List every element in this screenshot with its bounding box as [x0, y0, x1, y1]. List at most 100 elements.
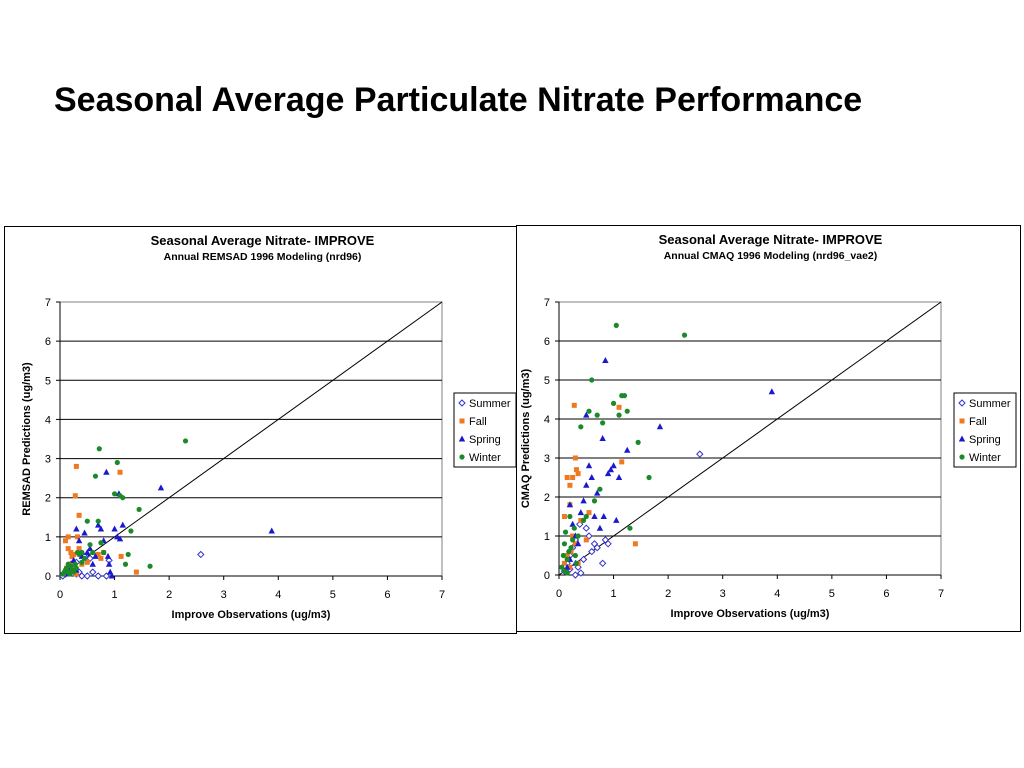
- data-point-fall: [575, 471, 581, 477]
- data-point-spring: [768, 388, 776, 395]
- series-winter: [559, 322, 688, 576]
- x-tick-label: 7: [439, 589, 445, 601]
- x-axis-label: Improve Observations (ug/m3): [172, 609, 331, 621]
- data-point-fall: [65, 546, 71, 552]
- chart-remsad-svg: Seasonal Average Nitrate- IMPROVE Annual …: [21, 233, 516, 621]
- data-point-spring: [580, 497, 587, 504]
- data-point-winter: [111, 491, 118, 497]
- series-spring: [64, 468, 275, 579]
- x-tick-label: 5: [829, 588, 835, 600]
- data-point-summer: [579, 555, 588, 564]
- data-point-winter: [96, 446, 102, 452]
- data-point-winter: [87, 542, 93, 548]
- data-point-winter: [570, 537, 576, 543]
- data-point-winter: [566, 549, 572, 555]
- data-point-winter: [613, 322, 619, 328]
- data-point-spring: [268, 527, 275, 534]
- x-tick-label: 2: [166, 589, 172, 601]
- data-point-winter: [594, 412, 600, 418]
- data-point-winter: [560, 552, 566, 559]
- data-point-winter: [72, 561, 78, 567]
- data-point-fall: [65, 534, 71, 540]
- legend-box: [953, 392, 1017, 468]
- x-tick-label: 4: [774, 588, 780, 600]
- data-point-spring: [157, 484, 165, 491]
- data-point-spring: [105, 560, 113, 567]
- data-point-summer: [582, 524, 590, 532]
- data-point-fall: [583, 537, 589, 543]
- data-point-winter: [597, 486, 603, 492]
- data-point-winter: [128, 528, 134, 534]
- data-point-spring: [563, 563, 571, 570]
- legend-label-summer: Summer: [969, 398, 1011, 410]
- data-point-winter: [572, 552, 578, 559]
- data-point-spring: [73, 525, 80, 532]
- data-point-spring: [600, 513, 607, 519]
- data-point-winter: [589, 377, 595, 383]
- data-point-winter: [564, 556, 570, 562]
- y-tick-label: 5: [544, 375, 550, 387]
- data-point-fall: [117, 469, 123, 475]
- data-point-fall: [62, 538, 68, 544]
- one-to-one-line: [558, 301, 942, 576]
- data-point-winter: [635, 439, 641, 445]
- x-tick-label: 3: [720, 588, 726, 600]
- data-point-winter: [583, 513, 589, 520]
- data-point-fall: [561, 514, 567, 519]
- data-point-spring: [583, 481, 590, 488]
- data-point-spring: [108, 572, 116, 579]
- x-tick-label: 5: [330, 589, 336, 601]
- data-point-winter: [610, 400, 617, 406]
- data-point-winter: [79, 559, 85, 565]
- data-point-winter: [681, 332, 688, 338]
- legend-label-spring: Spring: [969, 434, 1001, 446]
- data-point-spring: [70, 556, 77, 563]
- data-point-winter: [65, 561, 71, 567]
- data-point-winter: [564, 570, 570, 576]
- x-tick-label: 6: [384, 589, 390, 601]
- data-point-spring: [607, 466, 615, 473]
- x-tick-label: 1: [611, 588, 617, 600]
- data-point-spring: [569, 520, 576, 527]
- data-point-winter: [101, 549, 107, 556]
- data-point-winter: [182, 438, 189, 444]
- x-tick-label: 2: [665, 588, 671, 600]
- data-point-winter: [646, 474, 652, 481]
- data-point-fall: [73, 571, 79, 577]
- chart-cmaq-svg: Seasonal Average Nitrate- IMPROVE Annual …: [520, 232, 1017, 620]
- chart-title: Seasonal Average Nitrate- IMPROVE: [151, 233, 375, 248]
- data-point-fall: [632, 541, 638, 547]
- slide-title: Seasonal Average Particulate Nitrate Per…: [54, 81, 863, 119]
- chart-cmaq: Seasonal Average Nitrate- IMPROVE Annual …: [516, 225, 1021, 632]
- data-point-winter: [90, 549, 96, 556]
- x-tick-label: 6: [883, 588, 889, 600]
- legend-label-fall: Fall: [969, 416, 987, 428]
- data-point-winter: [71, 569, 77, 575]
- data-point-winter: [616, 412, 622, 418]
- y-tick-label: 0: [45, 571, 51, 583]
- data-point-spring: [566, 501, 574, 508]
- data-point-summer: [571, 571, 580, 579]
- data-point-winter: [79, 549, 85, 556]
- one-to-one-line: [59, 301, 443, 577]
- data-point-summer: [696, 450, 704, 458]
- data-point-winter: [586, 408, 592, 414]
- data-point-fall: [616, 404, 622, 410]
- data-point-spring: [596, 524, 604, 531]
- data-point-winter: [98, 540, 104, 546]
- chart-subtitle: Annual REMSAD 1996 Modeling (nrd96): [164, 251, 362, 263]
- data-point-winter: [73, 565, 79, 571]
- data-point-winter: [580, 517, 587, 523]
- legend-marker-summer: [958, 399, 966, 407]
- x-tick-label: 7: [938, 588, 944, 600]
- data-point-winter: [591, 498, 598, 504]
- data-point-spring: [583, 411, 590, 418]
- data-point-summer: [593, 543, 601, 552]
- y-tick-label: 4: [544, 414, 550, 426]
- x-tick-label: 0: [556, 588, 562, 600]
- data-point-spring: [81, 529, 88, 536]
- data-point-winter: [67, 571, 73, 577]
- data-point-fall: [133, 569, 139, 575]
- data-point-fall: [578, 517, 584, 523]
- data-point-spring: [591, 513, 598, 519]
